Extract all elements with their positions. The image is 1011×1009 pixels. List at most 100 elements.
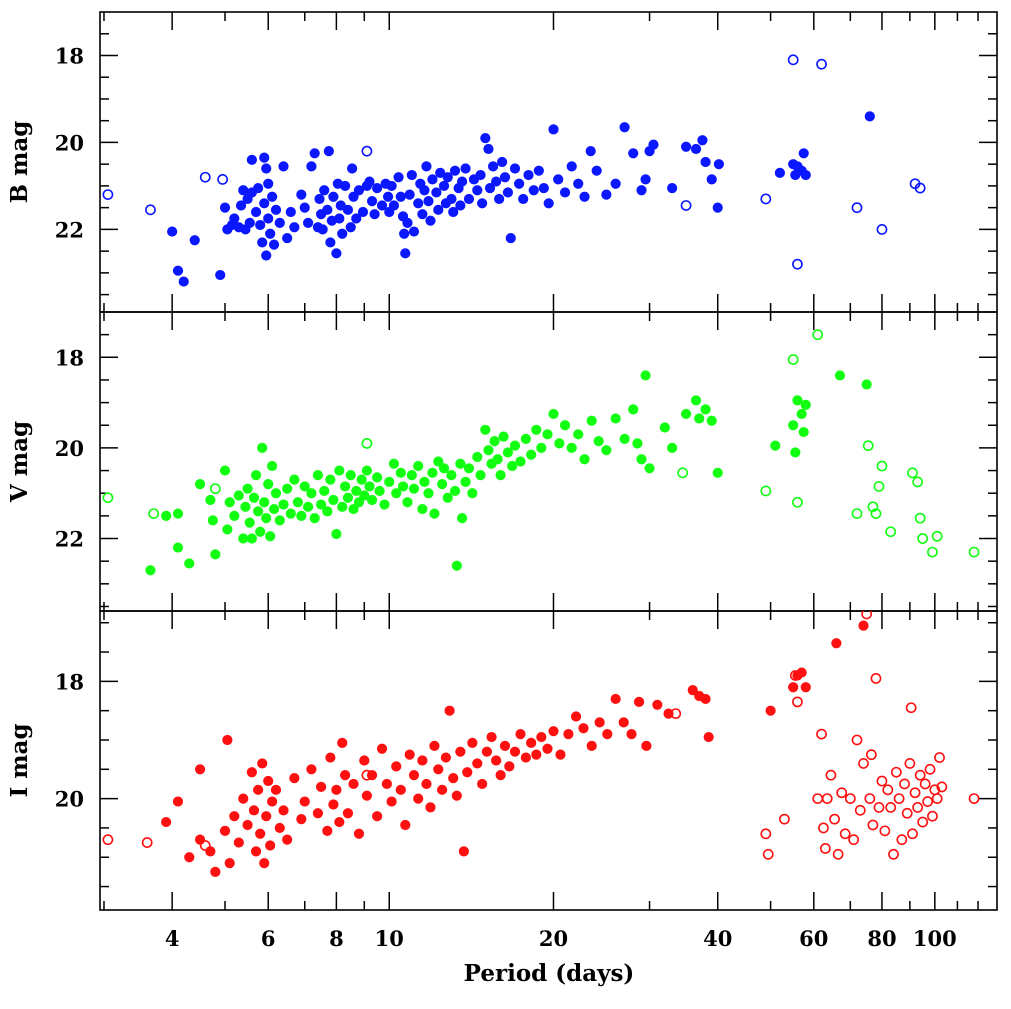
data-point-filled bbox=[455, 746, 466, 757]
data-point-filled bbox=[406, 469, 417, 481]
y-tick-label: 18 bbox=[55, 345, 84, 370]
data-point-filled bbox=[263, 213, 274, 224]
data-point-filled bbox=[259, 857, 270, 869]
data-point-open bbox=[870, 508, 882, 519]
x-tick-label: 80 bbox=[867, 926, 896, 951]
data-point-open bbox=[816, 58, 827, 70]
data-point-filled bbox=[442, 492, 453, 503]
data-point-filled bbox=[697, 135, 708, 146]
data-point-filled bbox=[700, 156, 711, 168]
data-point-open bbox=[914, 769, 926, 781]
data-point-filled bbox=[626, 729, 637, 740]
data-point-filled bbox=[404, 749, 415, 760]
data-point-filled bbox=[189, 235, 200, 246]
data-point-filled bbox=[455, 200, 466, 211]
data-point-filled bbox=[265, 840, 276, 851]
data-point-open bbox=[931, 530, 943, 542]
data-point-filled bbox=[253, 506, 264, 517]
data-point-filled bbox=[628, 148, 639, 159]
data-point-open bbox=[854, 804, 866, 816]
x-tick-label: 60 bbox=[799, 926, 828, 951]
data-point-open bbox=[789, 670, 801, 681]
data-point-filled bbox=[359, 755, 370, 766]
data-point-open bbox=[361, 145, 373, 157]
y-axis-title: I mag bbox=[6, 723, 33, 797]
data-point-filled bbox=[431, 187, 442, 198]
data-point-filled bbox=[433, 764, 444, 775]
data-point-filled bbox=[309, 513, 320, 524]
data-point-filled bbox=[435, 167, 446, 178]
data-point-filled bbox=[342, 808, 354, 819]
data-point-open bbox=[927, 810, 938, 822]
data-point-filled bbox=[246, 767, 257, 778]
data-point-filled bbox=[633, 696, 645, 707]
data-point-filled bbox=[421, 778, 432, 790]
data-point-filled bbox=[413, 460, 424, 472]
x-tick-label: 100 bbox=[913, 926, 957, 951]
data-point-filled bbox=[303, 217, 314, 228]
data-point-filled bbox=[376, 200, 388, 211]
data-point-filled bbox=[391, 761, 402, 772]
data-point-filled bbox=[235, 200, 247, 211]
data-point-open bbox=[901, 807, 913, 819]
data-point-open bbox=[922, 796, 934, 807]
data-point-filled bbox=[388, 458, 400, 469]
data-point-filled bbox=[296, 189, 307, 200]
data-point-filled bbox=[372, 811, 383, 822]
data-point-filled bbox=[680, 141, 692, 152]
panel-frame bbox=[99, 311, 998, 612]
y-tick-label: 20 bbox=[55, 130, 84, 155]
data-point-filled bbox=[601, 445, 612, 456]
data-point-filled bbox=[240, 501, 251, 512]
data-point-open bbox=[829, 813, 840, 825]
data-point-filled bbox=[246, 533, 257, 544]
data-point-filled bbox=[406, 169, 417, 181]
data-point-filled bbox=[351, 213, 362, 224]
data-point-filled bbox=[161, 816, 172, 828]
data-point-filled bbox=[861, 379, 872, 390]
data-point-filled bbox=[391, 488, 402, 499]
data-point-filled bbox=[219, 202, 231, 213]
data-point-filled bbox=[690, 395, 702, 406]
panel-b: 18 20 22 B mag bbox=[6, 11, 998, 313]
data-point-filled bbox=[586, 740, 597, 751]
data-point-filled bbox=[489, 436, 500, 447]
data-point-filled bbox=[393, 172, 404, 183]
data-point-filled bbox=[317, 224, 328, 235]
data-point-open bbox=[760, 828, 772, 840]
data-point-filled bbox=[796, 408, 807, 420]
data-point-filled bbox=[314, 193, 325, 205]
data-point-filled bbox=[384, 476, 395, 487]
data-point-open bbox=[905, 702, 917, 714]
data-point-filled bbox=[292, 497, 303, 508]
data-point-filled bbox=[619, 122, 630, 133]
data-point-filled bbox=[312, 808, 324, 819]
data-point-open bbox=[199, 840, 211, 851]
data-point-filled bbox=[306, 488, 317, 499]
data-point-filled bbox=[340, 770, 351, 781]
data-point-open bbox=[867, 501, 879, 513]
data-point-filled bbox=[219, 465, 231, 476]
data-point-filled bbox=[765, 705, 776, 716]
data-point-open bbox=[865, 749, 877, 761]
data-point-filled bbox=[274, 217, 285, 228]
data-point-filled bbox=[641, 740, 652, 751]
data-point-filled bbox=[610, 178, 621, 189]
data-point-filled bbox=[261, 513, 272, 524]
data-point-filled bbox=[353, 497, 365, 508]
data-point-filled bbox=[268, 239, 280, 250]
data-point-filled bbox=[507, 460, 518, 472]
data-point-open bbox=[148, 508, 160, 519]
data-point-filled bbox=[257, 758, 268, 769]
data-point-filled bbox=[563, 729, 574, 740]
data-point-filled bbox=[408, 226, 420, 237]
data-point-filled bbox=[322, 204, 333, 215]
data-point-filled bbox=[322, 825, 333, 836]
data-point-open bbox=[844, 793, 856, 805]
data-point-open bbox=[361, 769, 373, 781]
data-point-filled bbox=[602, 729, 613, 740]
data-point-open bbox=[907, 467, 918, 479]
data-point-filled bbox=[306, 764, 317, 775]
data-point-filled bbox=[495, 770, 506, 781]
data-point-filled bbox=[509, 440, 521, 451]
